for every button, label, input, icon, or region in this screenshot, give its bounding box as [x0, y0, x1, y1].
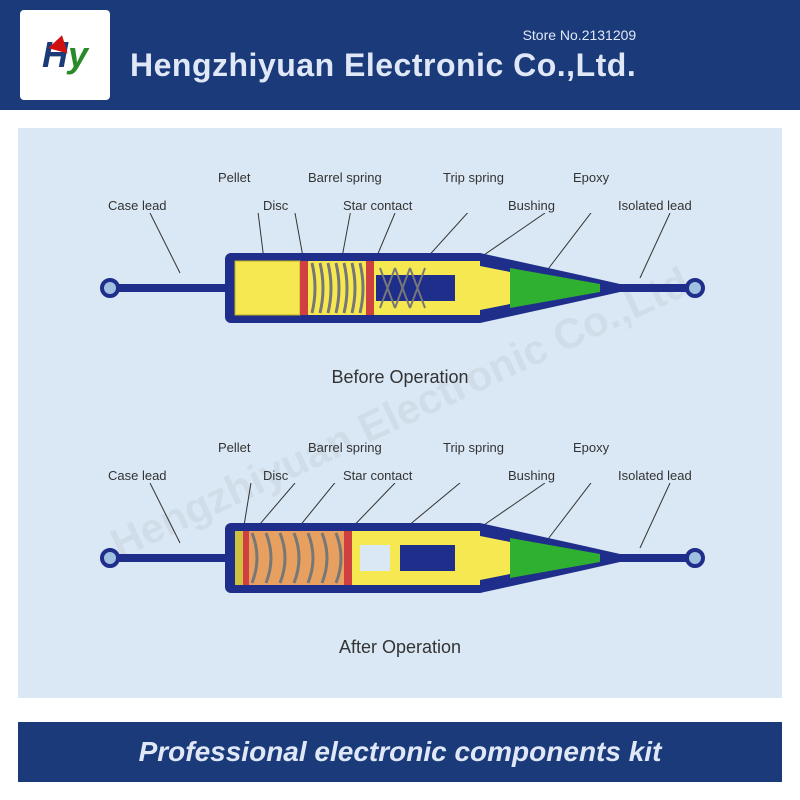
header-bar: Hy Store No.2131209 Hengzhiyuan Electron… [0, 0, 800, 110]
footer-tagline: Professional electronic components kit [139, 736, 662, 768]
label-isolated-lead-2: Isolated lead [618, 468, 692, 483]
caption-after: After Operation [18, 637, 782, 658]
fuse-before-section: Case lead Pellet Disc Barrel spring Star… [18, 158, 782, 398]
label-pellet: Pellet [218, 170, 251, 185]
label-bushing-2: Bushing [508, 468, 555, 483]
fuse-before-svg [60, 213, 740, 363]
label-isolated-lead: Isolated lead [618, 198, 692, 213]
label-disc-2: Disc [263, 468, 288, 483]
label-barrel-spring: Barrel spring [308, 170, 382, 185]
fuse-after-svg [60, 483, 740, 633]
label-bushing: Bushing [508, 198, 555, 213]
header-text: Store No.2131209 Hengzhiyuan Electronic … [130, 27, 636, 84]
label-epoxy: Epoxy [573, 170, 609, 185]
label-star-contact-2: Star contact [343, 468, 412, 483]
company-name: Hengzhiyuan Electronic Co.,Ltd. [130, 47, 636, 84]
label-pellet-2: Pellet [218, 440, 251, 455]
footer-bar: Professional electronic components kit [18, 722, 782, 782]
caption-before: Before Operation [18, 367, 782, 388]
store-number: Store No.2131209 [130, 27, 636, 43]
label-trip-spring-2: Trip spring [443, 440, 504, 455]
diagram-area: Hengzhiyuan Electronic Co.,Ltd Case lead… [18, 128, 782, 698]
label-disc: Disc [263, 198, 288, 213]
label-case-lead-2: Case lead [108, 468, 167, 483]
label-epoxy-2: Epoxy [573, 440, 609, 455]
label-case-lead: Case lead [108, 198, 167, 213]
fuse-after-section: Case lead Pellet Disc Barrel spring Star… [18, 428, 782, 668]
label-barrel-spring-2: Barrel spring [308, 440, 382, 455]
label-star-contact: Star contact [343, 198, 412, 213]
label-trip-spring: Trip spring [443, 170, 504, 185]
logo: Hy [20, 10, 110, 100]
